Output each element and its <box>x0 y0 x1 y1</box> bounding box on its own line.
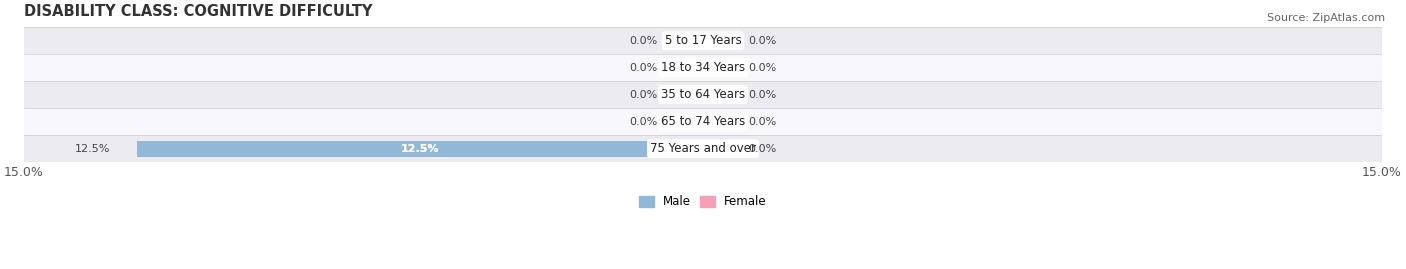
Bar <box>685 60 703 76</box>
Text: 0.0%: 0.0% <box>630 117 658 127</box>
Text: 0.0%: 0.0% <box>630 63 658 73</box>
Text: 35 to 64 Years: 35 to 64 Years <box>661 88 745 101</box>
Text: 75 Years and over: 75 Years and over <box>650 142 756 155</box>
Bar <box>703 141 721 157</box>
Text: 12.5%: 12.5% <box>401 144 440 154</box>
Bar <box>685 33 703 49</box>
Text: 65 to 74 Years: 65 to 74 Years <box>661 115 745 128</box>
Text: 0.0%: 0.0% <box>630 36 658 46</box>
Bar <box>703 60 721 76</box>
Bar <box>24 135 1382 162</box>
Bar <box>138 141 703 157</box>
Text: DISABILITY CLASS: COGNITIVE DIFFICULTY: DISABILITY CLASS: COGNITIVE DIFFICULTY <box>24 4 373 19</box>
Text: 18 to 34 Years: 18 to 34 Years <box>661 61 745 74</box>
Text: Source: ZipAtlas.com: Source: ZipAtlas.com <box>1267 13 1385 23</box>
Bar <box>24 27 1382 54</box>
Bar <box>703 114 721 130</box>
Text: 12.5%: 12.5% <box>75 144 110 154</box>
Text: 0.0%: 0.0% <box>748 90 776 100</box>
Text: 12.5%: 12.5% <box>401 144 440 154</box>
Bar <box>24 81 1382 108</box>
Bar <box>685 114 703 130</box>
Bar <box>703 87 721 102</box>
Text: 0.0%: 0.0% <box>748 63 776 73</box>
Bar <box>685 87 703 102</box>
Text: 0.0%: 0.0% <box>630 90 658 100</box>
Text: 0.0%: 0.0% <box>748 36 776 46</box>
Text: 0.0%: 0.0% <box>748 117 776 127</box>
Legend: Male, Female: Male, Female <box>634 190 772 213</box>
Text: 0.0%: 0.0% <box>748 144 776 154</box>
Bar <box>703 33 721 49</box>
Text: 5 to 17 Years: 5 to 17 Years <box>665 34 741 47</box>
Bar <box>24 54 1382 81</box>
Bar <box>24 108 1382 135</box>
